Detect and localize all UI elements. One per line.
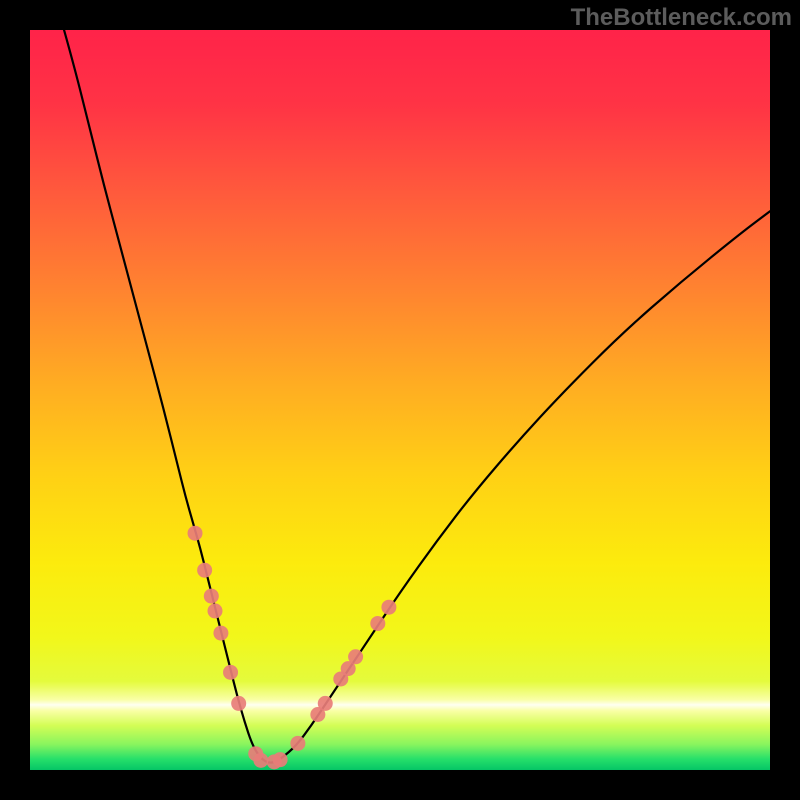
data-marker <box>197 563 212 578</box>
data-marker <box>223 665 238 680</box>
data-marker <box>208 603 223 618</box>
chart-svg <box>30 30 770 770</box>
data-marker <box>370 616 385 631</box>
data-marker <box>188 526 203 541</box>
data-marker <box>213 626 228 641</box>
data-marker <box>204 589 219 604</box>
data-marker <box>273 752 288 767</box>
data-marker <box>348 649 363 664</box>
data-marker <box>318 696 333 711</box>
chart-background <box>30 30 770 770</box>
data-marker <box>253 753 268 768</box>
plot-area <box>30 30 770 770</box>
watermark-label: TheBottleneck.com <box>571 4 792 32</box>
data-marker <box>231 696 246 711</box>
data-marker <box>290 736 305 751</box>
data-marker <box>381 600 396 615</box>
